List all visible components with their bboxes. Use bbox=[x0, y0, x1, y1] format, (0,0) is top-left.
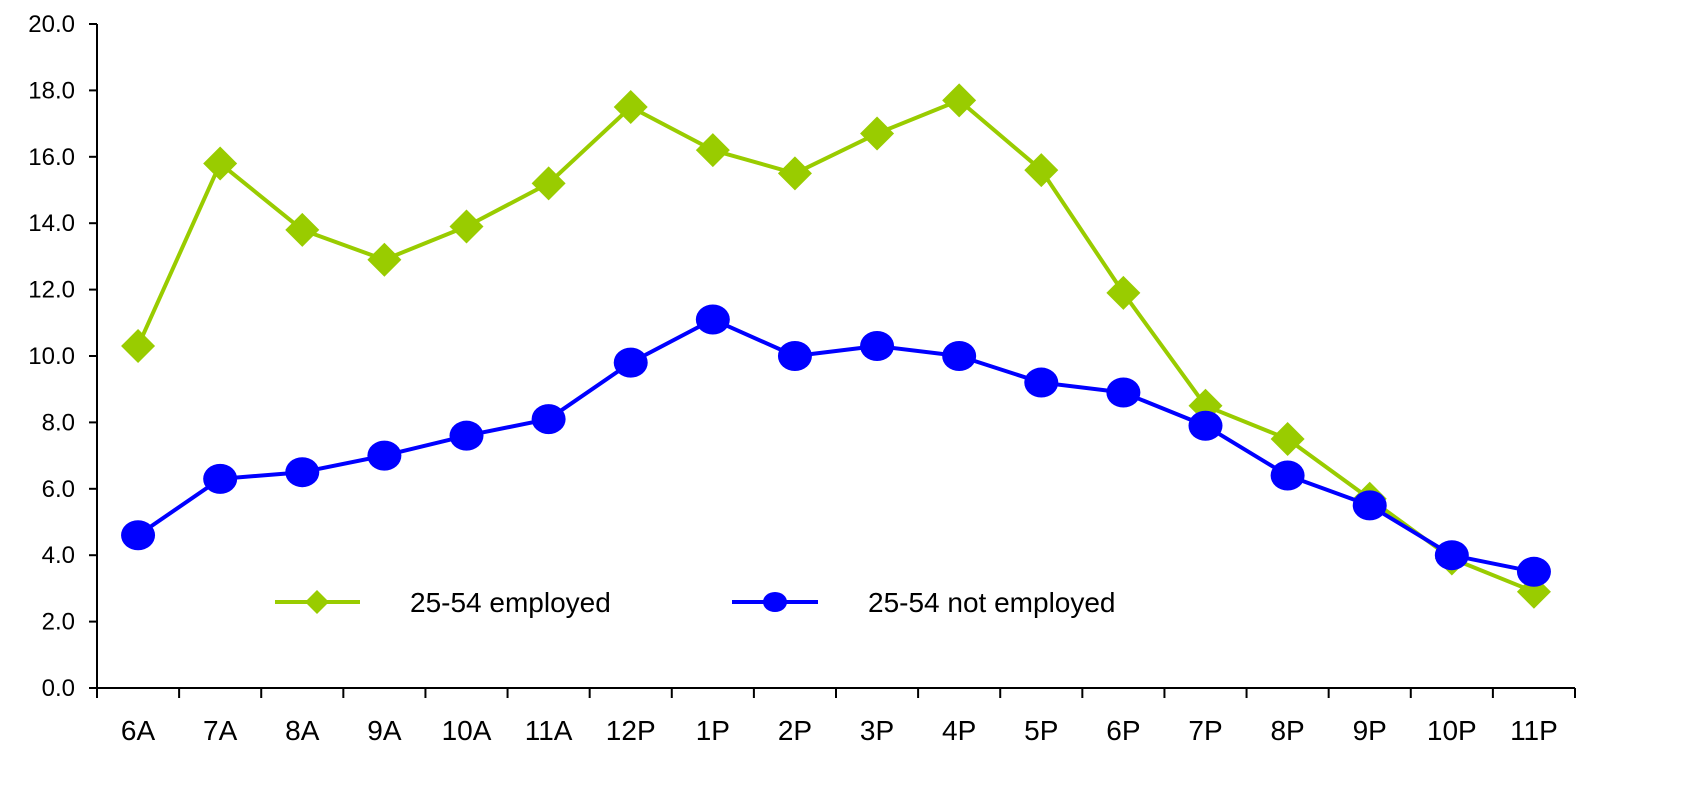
data-point-diamond bbox=[367, 242, 402, 277]
data-point-circle bbox=[531, 404, 566, 435]
data-point-diamond bbox=[1024, 153, 1059, 188]
data-point-diamond bbox=[860, 116, 895, 151]
y-tick-label: 20.0 bbox=[28, 11, 75, 38]
x-tick-label: 12P bbox=[606, 715, 656, 746]
x-tick-label: 10A bbox=[442, 715, 492, 746]
data-point-circle bbox=[1434, 540, 1469, 571]
x-tick-label: 4P bbox=[942, 715, 976, 746]
data-point-circle bbox=[1352, 490, 1387, 521]
y-tick-label: 8.0 bbox=[42, 409, 75, 436]
data-point-circle bbox=[942, 341, 977, 371]
x-tick-label: 10P bbox=[1427, 715, 1477, 746]
legend-marker-not-employed bbox=[763, 592, 787, 612]
series-line bbox=[136, 98, 1535, 594]
x-tick-label: 8A bbox=[285, 715, 320, 746]
data-point-circle bbox=[1188, 410, 1223, 441]
series-layer bbox=[121, 83, 1551, 609]
data-point-diamond bbox=[1106, 275, 1141, 310]
data-point-circle bbox=[121, 520, 156, 551]
y-tick-label: 6.0 bbox=[42, 476, 75, 503]
x-tick-label: 8P bbox=[1270, 715, 1304, 746]
x-tick-label: 11P bbox=[1510, 715, 1558, 746]
data-point-diamond bbox=[1270, 422, 1305, 456]
y-tick-label: 12.0 bbox=[28, 277, 75, 304]
x-tick-label: 6P bbox=[1106, 715, 1140, 746]
x-tick-label: 3P bbox=[860, 715, 894, 746]
y-tick-label: 2.0 bbox=[42, 609, 75, 636]
data-point-circle bbox=[695, 304, 730, 335]
data-point-circle bbox=[285, 457, 320, 488]
data-point-diamond bbox=[942, 83, 977, 118]
data-point-diamond bbox=[285, 212, 320, 247]
data-point-circle bbox=[203, 463, 238, 494]
data-point-circle bbox=[1516, 556, 1551, 587]
axes bbox=[96, 24, 1575, 689]
data-point-circle bbox=[1270, 460, 1305, 491]
y-axis-ticks: 0.0 2.0 4.0 6.0 8.0 10.0 12.0 14.0 16.0 18.0 20.0 bbox=[28, 11, 97, 702]
series-line bbox=[136, 317, 1535, 574]
x-tick-label: 1P bbox=[696, 715, 730, 746]
legend: 25-54 employed 25-54 not employed bbox=[275, 587, 1116, 618]
x-tick-label: 5P bbox=[1024, 715, 1058, 746]
y-tick-label: 14.0 bbox=[28, 210, 75, 237]
data-point-circle bbox=[1106, 377, 1141, 408]
data-point-circle bbox=[860, 331, 895, 362]
series-employed bbox=[121, 83, 1551, 609]
data-point-circle bbox=[777, 341, 812, 371]
x-tick-label: 11A bbox=[525, 715, 573, 746]
data-point-diamond bbox=[695, 133, 730, 168]
y-tick-label: 10.0 bbox=[28, 343, 75, 370]
data-point-diamond bbox=[777, 156, 812, 191]
data-point-diamond bbox=[121, 329, 156, 364]
y-tick-label: 4.0 bbox=[42, 542, 75, 569]
x-tick-label: 9A bbox=[367, 715, 402, 746]
x-tick-label: 2P bbox=[778, 715, 812, 746]
x-tick-label: 7P bbox=[1188, 715, 1222, 746]
legend-label-not-employed: 25-54 not employed bbox=[868, 587, 1116, 618]
x-axis-ticks: 6A 7A 8A 9A 10A 11A 12P 1P 2P 3P 4P 5P 6P 7P 8P 9P 10P 11… bbox=[96, 688, 1576, 746]
y-tick-label: 0.0 bbox=[42, 675, 75, 702]
data-point-diamond bbox=[531, 166, 566, 201]
y-tick-label: 16.0 bbox=[28, 144, 75, 171]
series-not-employed bbox=[121, 304, 1551, 587]
data-point-diamond bbox=[449, 209, 484, 244]
x-tick-label: 9P bbox=[1353, 715, 1387, 746]
data-point-circle bbox=[1024, 367, 1059, 398]
data-point-circle bbox=[613, 347, 648, 378]
data-point-circle bbox=[367, 440, 402, 471]
data-point-circle bbox=[449, 420, 484, 451]
x-tick-label: 6A bbox=[121, 715, 156, 746]
y-tick-label: 18.0 bbox=[28, 77, 75, 104]
data-point-diamond bbox=[613, 90, 648, 124]
data-point-diamond bbox=[203, 146, 238, 181]
x-tick-label: 7A bbox=[203, 715, 238, 746]
legend-label-employed: 25-54 employed bbox=[410, 587, 611, 618]
legend-marker-employed bbox=[305, 590, 329, 614]
